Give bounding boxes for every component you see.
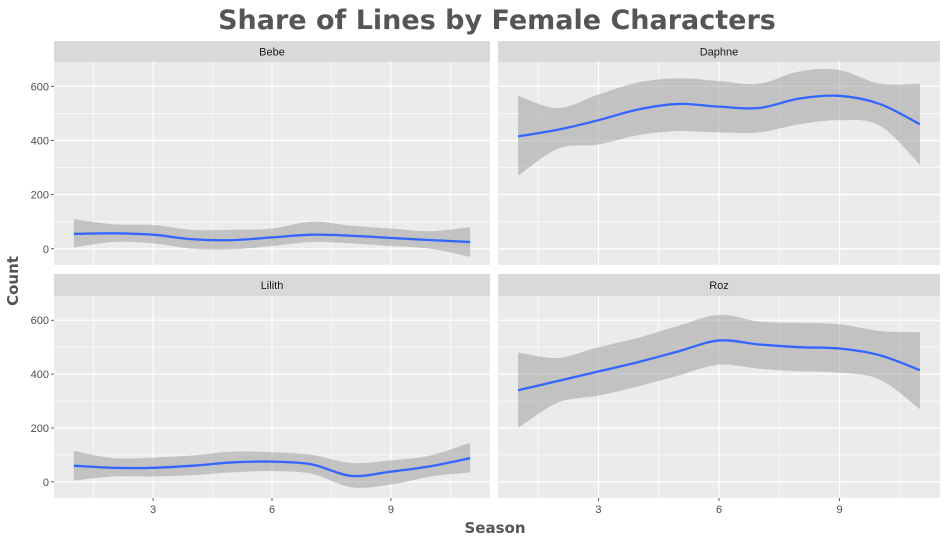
facet-strip-label: Lilith [261, 280, 284, 292]
x-tick-label: 9 [388, 504, 394, 516]
facet-strip [54, 41, 490, 62]
facet-strip-label: Roz [709, 280, 729, 292]
chart-title: Share of Lines by Female Characters [218, 5, 776, 36]
facet-strip-label: Daphne [700, 47, 739, 59]
panel-lilith: Lilith 0 200 400 600 3 6 9 [31, 274, 490, 516]
x-axis-title: Season [464, 519, 525, 537]
y-tick-label: 600 [31, 81, 49, 93]
y-axis-title: Count [4, 256, 22, 306]
x-tick-label: 9 [836, 504, 842, 516]
facet-strip [498, 41, 940, 62]
y-tick-label: 600 [31, 315, 49, 327]
facet-strip [54, 274, 490, 296]
x-tick-label: 3 [595, 504, 601, 516]
y-tick-label: 200 [31, 190, 49, 202]
y-tick-label: 200 [31, 423, 49, 435]
facet-strip-label: Bebe [259, 47, 285, 59]
panel-daphne: Daphne [498, 41, 940, 265]
series-line [73, 457, 471, 478]
y-tick-label: 0 [43, 244, 49, 256]
y-tick-label: 400 [31, 369, 49, 381]
y-tick-label: 0 [43, 477, 49, 489]
x-tick-label: 3 [150, 504, 156, 516]
y-tick-label: 400 [31, 135, 49, 147]
series-line [517, 339, 921, 392]
x-tick-label: 6 [269, 504, 275, 516]
panel-roz: Roz 3 6 9 [498, 274, 940, 516]
confidence-band [73, 442, 471, 488]
panel-bebe: Bebe 0 200 400 600 [31, 41, 490, 265]
x-tick-label: 6 [716, 504, 722, 516]
series-line [73, 232, 471, 244]
series-line [517, 94, 921, 138]
confidence-band [518, 314, 920, 428]
facet-strip [498, 274, 940, 296]
